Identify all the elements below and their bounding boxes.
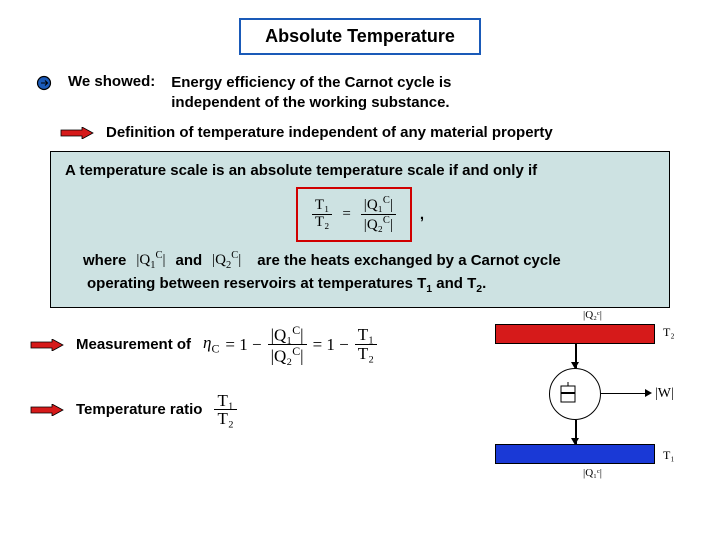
q-top-label: |Q₂ᶜ| xyxy=(583,309,602,321)
definition-text: Definition of temperature independent of… xyxy=(106,124,553,141)
title-text: Absolute Temperature xyxy=(265,26,455,46)
q1c: |Q1C| xyxy=(136,250,165,271)
operating-line: operating between reservoirs at temperat… xyxy=(87,275,655,295)
hot-reservoir xyxy=(495,324,655,344)
q2c: |Q2C| xyxy=(212,250,241,271)
where-label: where xyxy=(83,252,126,269)
left-column: Measurement of ηC = 1 − |Q₁C| |Q₂C| = 1 … xyxy=(30,324,475,464)
t1-label: T₁ xyxy=(663,448,675,463)
ratio-fraction: T₁ T₂ xyxy=(214,392,236,429)
carnot-engine-diagram: |Q₂ᶜ| T₂ |W| T₁ |Q₁ᶜ| xyxy=(495,324,690,464)
we-showed-label: We showed: xyxy=(68,73,155,90)
equation-redbox: T₁ T₂ = |Q₁C| |Q₂C| xyxy=(296,187,412,242)
eq-sign: = xyxy=(342,206,350,223)
q-bot-label: |Q₁ᶜ| xyxy=(583,467,602,479)
carnot-l2: independent of the working substance. xyxy=(171,94,449,111)
carnot-statement: Energy efficiency of the Carnot cycle is… xyxy=(171,73,451,112)
arrow-icon xyxy=(60,127,94,139)
carnot-l1: Energy efficiency of the Carnot cycle is xyxy=(171,74,451,91)
rhs-fraction: |Q₁C| |Q₂C| xyxy=(361,195,396,234)
eta-equation: ηC = 1 − |Q₁C| |Q₂C| = 1 − T₁ T₂ xyxy=(203,324,377,366)
arrow-icon xyxy=(30,339,64,351)
arrowhead-icon xyxy=(645,389,652,397)
defbox-line1: A temperature scale is an absolute tempe… xyxy=(65,162,655,179)
definition-row: Definition of temperature independent of… xyxy=(60,124,690,141)
piston-icon xyxy=(559,382,579,406)
where-line: where |Q1C| and |Q2C| are the heats exch… xyxy=(83,250,655,271)
lhs-den: T₂ xyxy=(312,215,332,231)
and-label: and xyxy=(175,252,202,269)
we-showed-row: We showed: Energy efficiency of the Carn… xyxy=(36,73,690,112)
title-box: Absolute Temperature xyxy=(239,18,481,55)
defbox-post: if and only if xyxy=(445,162,538,179)
equation-wrap: T₁ T₂ = |Q₁C| |Q₂C| , xyxy=(65,187,655,242)
lhs-num: T₁ xyxy=(312,198,332,215)
measurement-label: Measurement of xyxy=(76,336,191,353)
bullet-icon xyxy=(36,75,52,91)
t2-label: T₂ xyxy=(663,325,675,340)
bottom-section: Measurement of ηC = 1 − |Q₁C| |Q₂C| = 1 … xyxy=(30,324,690,464)
cold-reservoir xyxy=(495,444,655,464)
measurement-row: Measurement of ηC = 1 − |Q₁C| |Q₂C| = 1 … xyxy=(30,324,475,366)
eq-comma: , xyxy=(420,206,424,223)
defbox-pre: A temperature scale is an xyxy=(65,162,250,179)
rhs-den: |Q₂C| xyxy=(361,215,396,234)
where-tail: are the heats exchanged by a Carnot cycl… xyxy=(257,252,560,269)
ratio-label: Temperature ratio xyxy=(76,401,202,418)
lhs-fraction: T₁ T₂ xyxy=(312,198,332,231)
ratio-row: Temperature ratio T₁ T₂ xyxy=(30,392,475,429)
defbox-bold: absolute temperature scale xyxy=(250,162,444,179)
arrow-icon xyxy=(30,404,64,416)
work-label: |W| xyxy=(655,386,674,402)
definition-box: A temperature scale is an absolute tempe… xyxy=(50,151,670,308)
rhs-num: |Q₁C| xyxy=(361,195,396,215)
work-line xyxy=(601,393,645,395)
